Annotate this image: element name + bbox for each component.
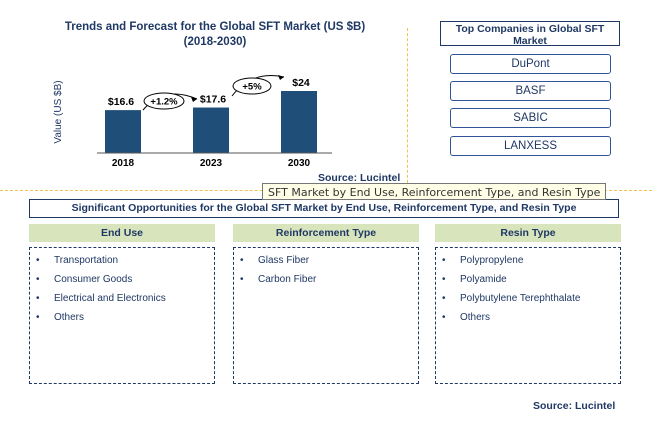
companies-title: Top Companies in Global SFT Market [440,21,620,47]
column-heading-resin-type: Resin Type [435,224,621,242]
x-tick-label: 2018 [112,158,135,169]
vertical-divider [407,28,408,188]
bullet-icon: • [36,293,40,304]
bar-2023 [193,107,229,153]
company-lanxess: LANXESS [450,136,611,156]
list-item-label: Consumer Goods [54,274,133,285]
list-item: • Polybutylene Terephthalate [436,292,620,311]
bullet-icon: • [442,293,446,304]
bullet-icon: • [442,312,446,323]
growth-label: +1.2% [150,97,178,108]
market-chart: $16.6 $17.6 $24 2018 2023 2030 +1.2% +5% Valu… [53,75,332,169]
list-item: • Polyamide [436,273,620,292]
growth-ellipse [143,92,185,110]
bottom-source: Source: Lucintel [533,400,616,412]
end-use-list-box: • Transportation • Consumer Goods • Electri… [29,247,215,384]
list-item-label: Transportation [54,255,119,266]
arrow-head-icon [191,97,197,102]
list-item: • Consumer Goods [30,273,214,292]
list-item-label: Carbon Fiber [258,274,317,285]
growth-label: +5% [242,82,262,93]
list-item: • Electrical and Electronics [30,292,214,311]
bar-value-label: $16.6 [108,96,134,108]
bullet-icon: • [36,274,40,285]
list-item: • Others [436,311,620,330]
list-item-label: Polyamide [460,274,507,285]
bullet-icon: • [36,312,40,323]
x-tick-label: 2030 [288,158,311,169]
list-item: • Others [30,311,214,330]
y-axis-label: Value (US $B) [53,80,64,143]
resin-type-list-box: • Polypropylene • Polyamide • Polybutylene … [435,247,621,384]
list-item: • Transportation [30,254,214,273]
bar-2030 [281,91,317,153]
x-tick-label: 2023 [200,158,223,169]
company-basf: BASF [450,81,611,101]
list-item: • Polypropylene [436,254,620,273]
chart-title-line2: (2018-2030) [183,36,247,48]
bullet-icon: • [36,255,40,266]
bar-value-label: $24 [292,77,310,89]
list-item: • Glass Fiber [234,254,418,273]
list-item-label: Polybutylene Terephthalate [460,293,581,304]
growth-ellipse [232,77,272,95]
arrow-head-icon [278,75,284,80]
list-item-label: Polypropylene [460,255,524,266]
list-item-label: Others [460,312,491,323]
tooltip: SFT Market by End Use, Reinforcement Typ… [262,183,607,200]
bar-value-label: $17.6 [200,94,226,106]
bullet-icon: • [240,274,244,285]
chart-title: Trends and Forecast for the Global SFT M… [40,20,390,50]
bullet-icon: • [442,274,446,285]
bar-2018 [105,110,141,153]
list-item: • Carbon Fiber [234,273,418,292]
company-sabic: SABIC [450,108,611,128]
company-dupont: DuPont [450,54,611,74]
opportunities-title: Significant Opportunities for the Global… [29,199,619,218]
chart-source: Source: Lucintel [318,172,401,184]
list-item-label: Glass Fiber [258,255,310,266]
list-item-label: Others [54,312,85,323]
bullet-icon: • [240,255,244,266]
bullet-icon: • [442,255,446,266]
reinforcement-type-list-box: • Glass Fiber • Carbon Fiber [233,247,419,384]
column-heading-reinforcement-type: Reinforcement Type [233,224,419,242]
list-item-label: Electrical and Electronics [54,293,166,304]
chart-title-line1: Trends and Forecast for the Global SFT M… [64,21,366,33]
column-heading-end-use: End Use [29,224,215,242]
